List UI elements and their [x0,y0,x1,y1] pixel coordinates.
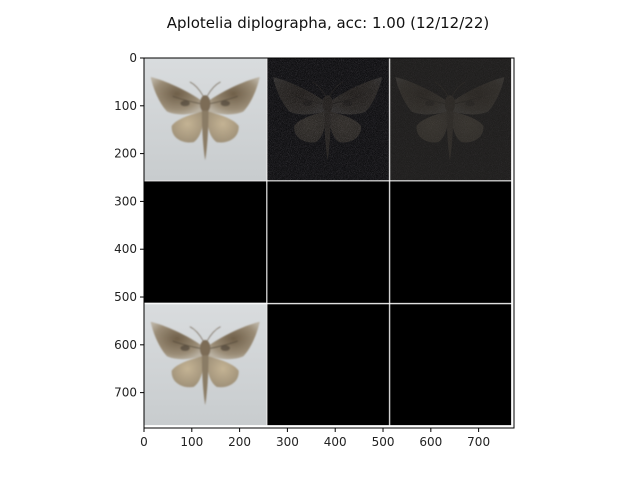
y-tick-label: 100 [114,99,137,113]
x-tick-label: 500 [372,435,395,449]
x-tick-label: 200 [228,435,251,449]
y-tick-label: 400 [114,242,137,256]
y-tick-label: 0 [129,51,137,65]
tiles-group [144,58,514,428]
x-tick-label: 600 [419,435,442,449]
x-tick-label: 300 [276,435,299,449]
axes-frame [143,57,515,429]
x-axis: 0 100 200 300 400 500 600 700 [140,428,490,449]
x-tick-label: 700 [467,435,490,449]
x-tick-label: 0 [140,435,148,449]
y-tick-label: 300 [114,194,137,208]
y-tick-label: 500 [114,290,137,304]
tile-r0-c2 [388,58,512,181]
y-axis: 0 100 200 300 400 500 600 700 [114,51,144,400]
tile-r2-c2 [388,302,512,426]
y-tick-label: 600 [114,338,137,352]
plot-area [143,57,515,429]
x-tick-label: 400 [324,435,347,449]
tile-r2-c0 [144,302,267,426]
tile-r1-c1 [266,180,389,303]
tile-r0-c1 [266,58,389,181]
tile-r1-c0 [144,180,267,303]
chart-title: Aplotelia diplographa, acc: 1.00 (12/12/… [166,14,490,32]
y-tick-label: 200 [114,147,137,161]
y-tick-label: 700 [114,386,137,400]
x-tick-label: 100 [180,435,203,449]
tile-r2-c1 [266,302,389,426]
tile-r0-c0 [144,58,267,181]
tile-r1-c2 [388,180,512,303]
